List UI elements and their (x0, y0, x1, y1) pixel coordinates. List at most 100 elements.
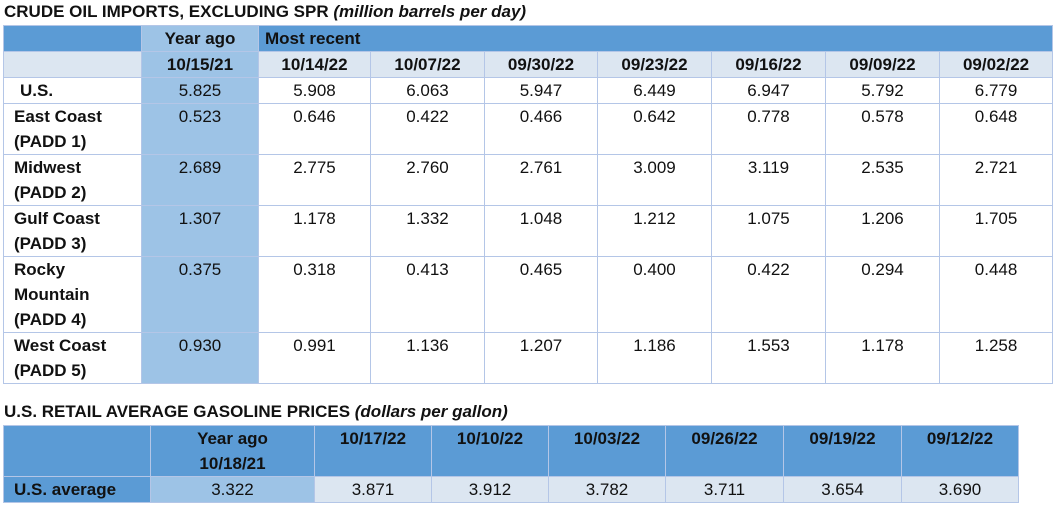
value-cell: 6.947 (711, 77, 826, 104)
value-cell: 0.991 (258, 332, 371, 384)
date-cell: 10/15/21 (141, 51, 259, 78)
value-cell: 2.689 (141, 154, 259, 206)
cell-line: Rocky (14, 260, 66, 279)
value-cell: 1.075 (711, 205, 826, 257)
cell-line: (PADD 3) (14, 234, 87, 253)
cell-line: Year ago (197, 429, 268, 448)
value-cell: 3.871 (314, 476, 432, 503)
header-cell (3, 425, 151, 477)
title-text: CRUDE OIL IMPORTS, EXCLUDING SPR (4, 2, 329, 21)
row-label: Midwest (PADD 2) (3, 154, 142, 206)
value-cell: 0.578 (825, 103, 940, 155)
value-cell: 0.648 (938, 103, 1054, 155)
value-cell: 0.422 (711, 256, 826, 333)
date-cell: 10/07/22 (370, 51, 485, 78)
row-label: Rocky Mountain (PADD 4) (3, 256, 142, 333)
value-cell: 2.761 (484, 154, 598, 206)
value-cell: 3.711 (665, 476, 784, 503)
title-unit: (million barrels per day) (333, 2, 527, 21)
value-cell: 3.009 (597, 154, 712, 206)
value-cell: 1.258 (938, 332, 1054, 384)
date-cell: 09/09/22 (825, 51, 940, 78)
date-cell: 09/19/22 (783, 425, 902, 477)
value-cell: 1.212 (597, 205, 712, 257)
value-cell: 2.760 (370, 154, 485, 206)
value-cell: 2.775 (258, 154, 371, 206)
value-cell: 0.294 (825, 256, 940, 333)
row-label: Gulf Coast (PADD 3) (3, 205, 142, 257)
value-cell: 2.721 (938, 154, 1054, 206)
data-row: U.S. 5.825 5.908 6.063 5.947 6.449 6.947 5.792 6… (3, 77, 1054, 104)
value-cell: 0.466 (484, 103, 598, 155)
value-cell: 3.654 (783, 476, 902, 503)
value-cell: 0.422 (370, 103, 485, 155)
value-cell: 0.642 (597, 103, 712, 155)
header-cell (3, 51, 142, 78)
value-cell: 0.523 (141, 103, 259, 155)
title-text: U.S. RETAIL AVERAGE GASOLINE PRICES (4, 402, 351, 421)
header-cell: Year ago (141, 25, 259, 52)
data-row: West Coast (PADD 5) 0.930 0.991 1.136 1.207 1.… (3, 332, 1054, 384)
cell-line: Mountain (14, 285, 90, 304)
value-cell: 3.322 (150, 476, 315, 503)
data-row: East Coast (PADD 1) 0.523 0.646 0.422 0.466 0.… (3, 103, 1054, 155)
value-cell: 3.782 (548, 476, 666, 503)
date-row: 10/15/21 10/14/22 10/07/22 09/30/22 09/23/22… (3, 51, 1054, 78)
value-cell: 1.136 (370, 332, 485, 384)
cell-line: Midwest (14, 158, 82, 177)
cell-line: Gulf Coast (14, 209, 100, 228)
header-cell: Year ago 10/18/21 (150, 425, 315, 477)
date-cell: 09/16/22 (711, 51, 826, 78)
cell-line: East Coast (14, 107, 102, 126)
date-cell: 10/14/22 (258, 51, 371, 78)
value-cell: 1.332 (370, 205, 485, 257)
value-cell: 6.063 (370, 77, 485, 104)
value-cell: 5.947 (484, 77, 598, 104)
value-cell: 3.912 (431, 476, 549, 503)
header-row: Year ago 10/18/21 10/17/22 10/10/22 10/03/22… (3, 425, 1019, 477)
date-cell: 10/03/22 (548, 425, 666, 477)
data-row: Rocky Mountain (PADD 4) 0.375 0.318 0.413 0.46… (3, 256, 1054, 333)
data-row: Gulf Coast (PADD 3) 1.307 1.178 1.332 1.048 1.… (3, 205, 1054, 257)
date-cell: 09/23/22 (597, 51, 712, 78)
date-cell: 09/26/22 (665, 425, 784, 477)
title-unit: (dollars per gallon) (354, 402, 508, 421)
value-cell: 0.448 (938, 256, 1054, 333)
value-cell: 1.207 (484, 332, 598, 384)
cell-line: (PADD 5) (14, 361, 87, 380)
date-cell: 09/02/22 (938, 51, 1054, 78)
cell-line: (PADD 1) (14, 132, 87, 151)
value-cell: 1.178 (825, 332, 940, 384)
gasoline-title: U.S. RETAIL AVERAGE GASOLINE PRICES (dol… (4, 402, 508, 422)
value-cell: 0.400 (597, 256, 712, 333)
row-label: U.S. average (3, 476, 151, 503)
row-label: U.S. (3, 77, 142, 104)
value-cell: 0.318 (258, 256, 371, 333)
value-cell: 0.646 (258, 103, 371, 155)
data-row: Midwest (PADD 2) 2.689 2.775 2.760 2.761 3.009… (3, 154, 1054, 206)
value-cell: 3.119 (711, 154, 826, 206)
row-label: West Coast (PADD 5) (3, 332, 142, 384)
cell-line: (PADD 4) (14, 310, 87, 329)
value-cell: 1.178 (258, 205, 371, 257)
value-cell: 0.413 (370, 256, 485, 333)
value-cell: 2.535 (825, 154, 940, 206)
value-cell: 0.930 (141, 332, 259, 384)
cell-line: West Coast (14, 336, 107, 355)
header-row: Year ago Most recent (3, 25, 1054, 52)
value-cell: 0.375 (141, 256, 259, 333)
gasoline-table: Year ago 10/18/21 10/17/22 10/10/22 10/03/22… (3, 425, 1019, 503)
value-cell: 5.825 (141, 77, 259, 104)
value-cell: 1.186 (597, 332, 712, 384)
value-cell: 1.048 (484, 205, 598, 257)
value-cell: 6.449 (597, 77, 712, 104)
header-cell (3, 25, 142, 52)
date-cell: 09/30/22 (484, 51, 598, 78)
value-cell: 1.553 (711, 332, 826, 384)
value-cell: 5.908 (258, 77, 371, 104)
date-cell: 10/17/22 (314, 425, 432, 477)
value-cell: 0.465 (484, 256, 598, 333)
value-cell: 6.779 (938, 77, 1054, 104)
crude-title: CRUDE OIL IMPORTS, EXCLUDING SPR (millio… (4, 2, 526, 22)
cell-line: (PADD 2) (14, 183, 87, 202)
